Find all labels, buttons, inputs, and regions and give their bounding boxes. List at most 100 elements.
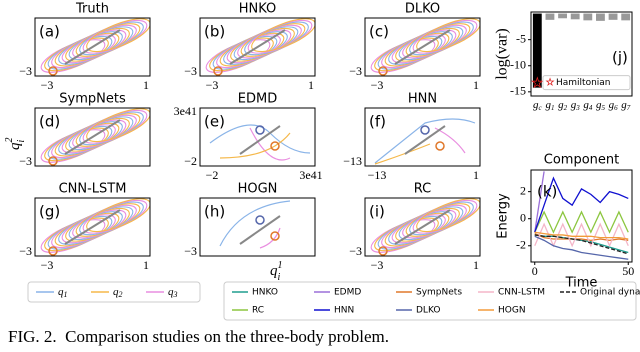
panel-frame <box>364 197 481 257</box>
panel-label: (j) <box>612 49 628 67</box>
start-marker <box>378 246 388 256</box>
start-marker <box>378 66 388 76</box>
series-line <box>534 171 545 233</box>
x-tick-label: g4 <box>583 99 593 112</box>
superscript: 1 <box>278 260 283 271</box>
series-line <box>534 222 629 248</box>
y-tick-label: -2 <box>516 238 526 252</box>
bar <box>532 13 542 88</box>
chart-title: Component <box>544 153 619 168</box>
trajectory <box>86 108 150 143</box>
panel <box>205 18 315 76</box>
x-tick-label: −3 <box>206 78 219 92</box>
y-tick-label: -15 <box>510 84 526 98</box>
symbol: g <box>545 99 551 111</box>
x-tick-label: 50 <box>622 264 634 278</box>
x-tick-label: 0 <box>532 264 538 278</box>
marker <box>270 231 280 241</box>
y-tick-label: −3 <box>184 64 197 78</box>
x-axis-label: q1 i <box>270 260 283 283</box>
x-axis-label: Time <box>565 276 598 291</box>
panel-frame <box>34 197 151 257</box>
y-tick-label: −3 <box>349 244 362 258</box>
x-tick-label: −3 <box>41 258 54 272</box>
start-marker <box>213 66 223 76</box>
panel-label: (k) <box>537 183 557 201</box>
trajectory <box>416 198 480 233</box>
caption: FIG. 2. Comparison studies on the three-… <box>8 327 389 346</box>
flow-arrow <box>239 125 281 155</box>
annotation-box <box>542 75 631 91</box>
subscript: i <box>16 140 27 143</box>
trajectory <box>86 198 150 233</box>
trajectory <box>86 18 150 53</box>
y-tick-label: −3 <box>19 154 32 168</box>
flow-arrow <box>64 119 121 155</box>
panel <box>370 18 480 76</box>
start-marker <box>48 66 58 76</box>
flow-arrow <box>229 29 286 65</box>
bar <box>583 13 593 21</box>
symbol: q <box>168 286 174 298</box>
panel-frame <box>364 17 481 77</box>
panel-label: (a) <box>39 23 60 41</box>
subscript: 3 <box>173 290 178 299</box>
trajectory <box>416 18 480 53</box>
x-tick-label: g7 <box>621 99 631 112</box>
marker <box>255 125 265 135</box>
x-tick-label: 1 <box>308 78 314 92</box>
subscript: 1 <box>551 104 555 112</box>
legend-entry: q1 <box>58 286 68 299</box>
legend-entry: CNN-LSTM <box>498 288 545 298</box>
flow-arrow <box>394 29 451 65</box>
panel-frame <box>199 107 316 167</box>
subscript: 6 <box>614 104 618 112</box>
panel <box>40 108 150 166</box>
panel-frame <box>34 17 151 77</box>
panel <box>219 200 291 249</box>
x-tick-label: g1 <box>545 99 554 112</box>
x-tick-label: g6 <box>609 99 619 112</box>
trajectory <box>374 118 476 164</box>
symbol: g <box>583 99 589 111</box>
panel-title: SympNets <box>59 92 126 107</box>
x-tick-label: −3 <box>371 78 384 92</box>
panel-frame <box>34 107 151 167</box>
plot-frame <box>530 11 633 97</box>
series-line <box>534 210 629 234</box>
x-tick-label: 1 <box>143 78 149 92</box>
symbol: g <box>596 99 602 111</box>
subscript: c <box>539 104 543 112</box>
trajectory <box>219 132 291 159</box>
y-tick-label: −3 <box>19 244 32 258</box>
panel <box>40 198 150 256</box>
subscript: 7 <box>627 104 631 112</box>
flow-arrow <box>394 209 451 245</box>
panel-frame <box>199 197 316 257</box>
x-tick-label: −2 <box>206 168 219 182</box>
panel-label: (g) <box>39 203 60 221</box>
symbol: q <box>113 286 119 298</box>
legend-entry: q3 <box>168 286 178 299</box>
panel-label: (f) <box>369 113 386 131</box>
annotation: Hamiltonian <box>556 78 611 88</box>
panel <box>40 18 150 76</box>
y-tick-label: −3 <box>19 64 32 78</box>
y-tick-label: -10 <box>510 57 526 71</box>
legend-entry: q2 <box>113 286 123 299</box>
panel-label: (b) <box>204 23 225 41</box>
y-axis-label: q2i <box>4 138 27 151</box>
trajectory <box>259 227 281 249</box>
trajectory <box>374 143 431 165</box>
start-marker <box>48 156 58 166</box>
panel-title: HNN <box>408 92 437 107</box>
x-tick-label: 1 <box>473 78 479 92</box>
panel-label: (d) <box>39 113 60 131</box>
panel-label: (i) <box>369 203 385 221</box>
bar <box>558 13 567 19</box>
symbol: q <box>270 263 278 279</box>
legend-entry: Original dynamics <box>580 288 640 298</box>
symbol: q <box>58 286 64 298</box>
series-line <box>534 231 629 240</box>
